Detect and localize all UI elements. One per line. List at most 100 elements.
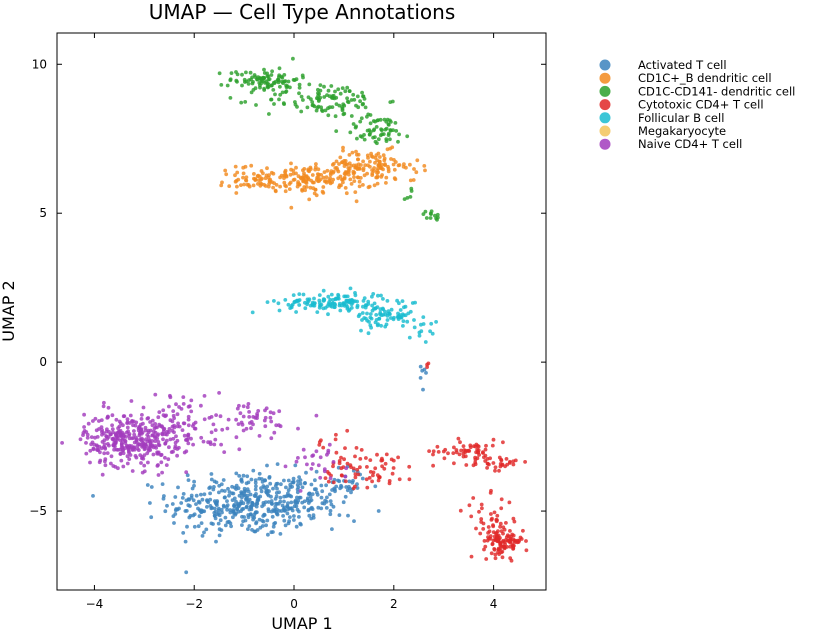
point-series-6 <box>103 459 107 464</box>
point-series-1 <box>283 170 287 174</box>
point-series-2 <box>225 83 230 88</box>
point-series-4 <box>321 297 326 301</box>
point-series-3 <box>471 463 476 468</box>
point-series-0 <box>241 473 246 478</box>
point-series-6 <box>269 419 274 424</box>
point-series-0 <box>255 528 260 532</box>
point-series-6 <box>222 450 227 454</box>
point-series-6 <box>142 463 147 468</box>
point-series-0 <box>330 527 334 531</box>
point-series-4 <box>366 331 371 336</box>
point-series-3 <box>524 539 528 543</box>
point-series-2 <box>319 105 323 110</box>
point-series-0 <box>149 485 154 489</box>
point-series-0 <box>328 508 333 513</box>
point-series-3 <box>390 471 395 476</box>
point-series-2 <box>360 90 364 95</box>
point-series-4 <box>336 294 341 298</box>
point-series-6 <box>160 425 165 429</box>
point-series-0 <box>276 501 281 506</box>
point-series-1 <box>289 161 293 166</box>
point-series-1 <box>341 148 345 153</box>
point-series-3 <box>489 512 493 516</box>
point-series-1 <box>352 179 357 184</box>
point-series-0 <box>254 484 258 489</box>
point-series-1 <box>316 167 321 172</box>
point-series-0 <box>286 491 290 496</box>
point-series-6 <box>245 405 250 410</box>
point-series-6 <box>177 445 181 450</box>
point-series-0 <box>196 524 201 529</box>
point-series-3 <box>488 534 493 538</box>
point-series-6 <box>298 489 303 493</box>
point-series-2 <box>278 92 283 97</box>
point-series-3 <box>495 536 500 541</box>
point-series-6 <box>241 414 246 419</box>
point-series-3 <box>501 531 505 536</box>
point-series-1 <box>233 179 238 184</box>
point-series-3 <box>355 467 360 472</box>
point-series-0 <box>298 481 303 486</box>
point-series-2 <box>322 84 326 89</box>
point-series-6 <box>133 454 138 458</box>
point-series-6 <box>322 467 327 472</box>
point-series-6 <box>283 464 288 469</box>
point-series-1 <box>361 183 365 187</box>
point-series-2 <box>329 84 334 88</box>
point-series-1 <box>381 153 386 158</box>
point-series-6 <box>142 444 146 449</box>
point-series-1 <box>341 180 345 185</box>
point-series-6 <box>182 433 187 438</box>
point-series-1 <box>383 163 387 168</box>
point-series-1 <box>258 183 263 188</box>
point-series-2 <box>359 116 364 121</box>
point-series-6 <box>97 419 101 423</box>
point-series-6 <box>134 437 139 442</box>
point-series-4 <box>250 310 255 315</box>
point-series-1 <box>384 181 388 185</box>
point-series-2 <box>299 109 304 114</box>
point-series-1 <box>354 149 358 154</box>
point-series-2 <box>270 69 274 74</box>
point-series-4 <box>379 323 383 328</box>
point-series-1 <box>249 163 254 168</box>
point-series-6 <box>235 406 240 411</box>
point-series-6 <box>218 414 223 419</box>
point-series-0 <box>251 468 256 473</box>
point-series-0 <box>268 481 273 486</box>
point-series-6 <box>153 435 158 440</box>
point-series-1 <box>278 175 282 180</box>
point-series-2 <box>394 129 399 133</box>
point-series-6 <box>238 411 243 416</box>
point-series-6 <box>305 462 309 467</box>
point-series-3 <box>391 458 396 463</box>
point-series-1 <box>352 175 356 180</box>
point-series-3 <box>427 449 431 453</box>
point-series-6 <box>244 426 249 431</box>
point-series-0 <box>269 499 274 503</box>
legend-label: Activated T cell <box>638 58 727 72</box>
point-series-6 <box>174 434 178 439</box>
point-series-4 <box>378 307 383 312</box>
point-series-3 <box>511 537 516 542</box>
point-series-2 <box>396 139 400 144</box>
point-series-4 <box>368 312 373 316</box>
point-series-2 <box>282 73 287 77</box>
point-series-6 <box>125 454 130 459</box>
point-series-2 <box>352 97 357 102</box>
point-series-1 <box>233 164 238 169</box>
point-series-6 <box>159 452 164 457</box>
point-series-6 <box>316 463 321 468</box>
point-series-1 <box>347 153 352 157</box>
point-series-4 <box>379 293 383 298</box>
point-series-0 <box>248 512 253 517</box>
point-series-0 <box>222 489 227 493</box>
point-series-4 <box>346 309 351 313</box>
point-series-0 <box>296 498 301 503</box>
point-series-0 <box>311 513 316 518</box>
legend-label: CD1C+_B dendritic cell <box>638 71 772 85</box>
point-series-3 <box>494 519 499 524</box>
point-series-2 <box>283 90 288 94</box>
point-series-1 <box>337 183 342 188</box>
point-series-4 <box>353 293 358 298</box>
